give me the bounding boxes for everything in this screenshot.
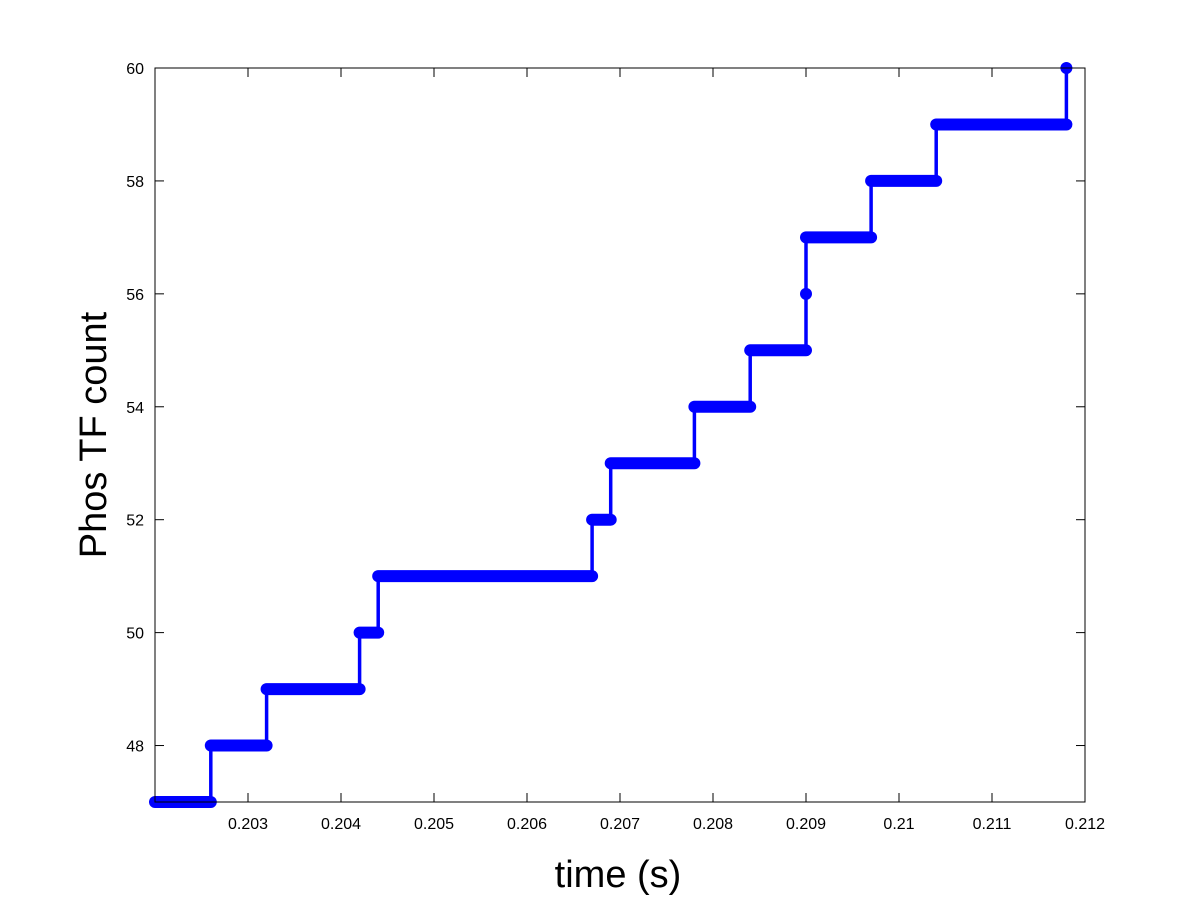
x-tick-label: 0.205 [414, 816, 454, 833]
x-tick-label: 0.206 [507, 816, 547, 833]
x-tick-label: 0.212 [1065, 816, 1105, 833]
x-tick-label: 0.208 [693, 816, 733, 833]
x-tick-label: 0.209 [786, 816, 826, 833]
y-axis-label: Phos TF count [73, 311, 115, 558]
y-tick-label: 54 [126, 400, 144, 417]
x-tick-label: 0.203 [228, 816, 268, 833]
x-axis-label: time (s) [555, 854, 682, 896]
x-tick-label: 0.207 [600, 816, 640, 833]
x-tick-label: 0.211 [973, 816, 1012, 833]
x-tick-label: 0.204 [321, 816, 361, 833]
x-tick-label: 0.21 [883, 816, 914, 833]
tick-layer: 0.203 0.204 0.205 0.206 0.207 0.208 0.209 0.21 0… [126, 61, 1105, 833]
y-tick-label: 50 [126, 626, 144, 643]
y-tick-label: 56 [126, 287, 144, 304]
y-tick-label: 48 [126, 739, 144, 756]
y-tick-label: 52 [126, 513, 144, 530]
y-tick-label: 58 [126, 174, 144, 191]
y-tick-label: 60 [126, 61, 144, 78]
